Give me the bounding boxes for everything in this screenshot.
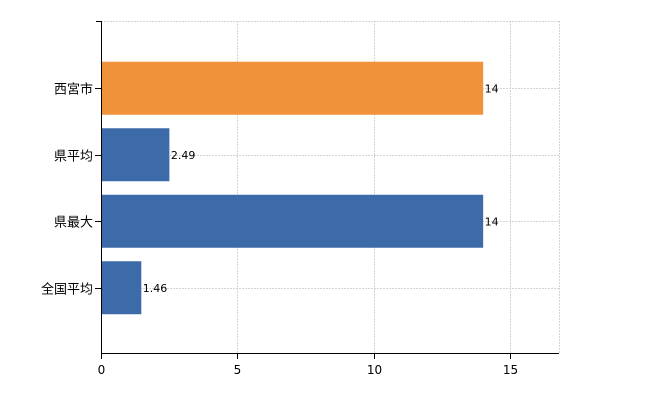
x-tick-label-3: 15 — [503, 363, 518, 377]
category-label-0: 西宮市 — [54, 82, 93, 98]
category-label-3: 全国平均 — [41, 282, 93, 298]
data-label-0: 14 — [485, 82, 499, 95]
data-label-1: 2.49 — [171, 149, 196, 162]
bar-3[interactable] — [101, 261, 142, 315]
category-label-1: 県平均 — [54, 150, 93, 165]
bar-1[interactable] — [101, 128, 170, 182]
x-tick-label-1: 5 — [234, 363, 242, 377]
x-tick-label-2: 10 — [367, 363, 382, 377]
category-label-2: 県最大 — [54, 216, 93, 231]
axes — [95, 21, 559, 359]
bar-0[interactable] — [101, 61, 484, 115]
data-label-3: 1.46 — [143, 282, 168, 295]
bar-2[interactable] — [101, 194, 484, 248]
bars — [101, 61, 484, 315]
data-label-2: 14 — [485, 215, 499, 228]
x-tick-label-0: 0 — [98, 363, 106, 377]
